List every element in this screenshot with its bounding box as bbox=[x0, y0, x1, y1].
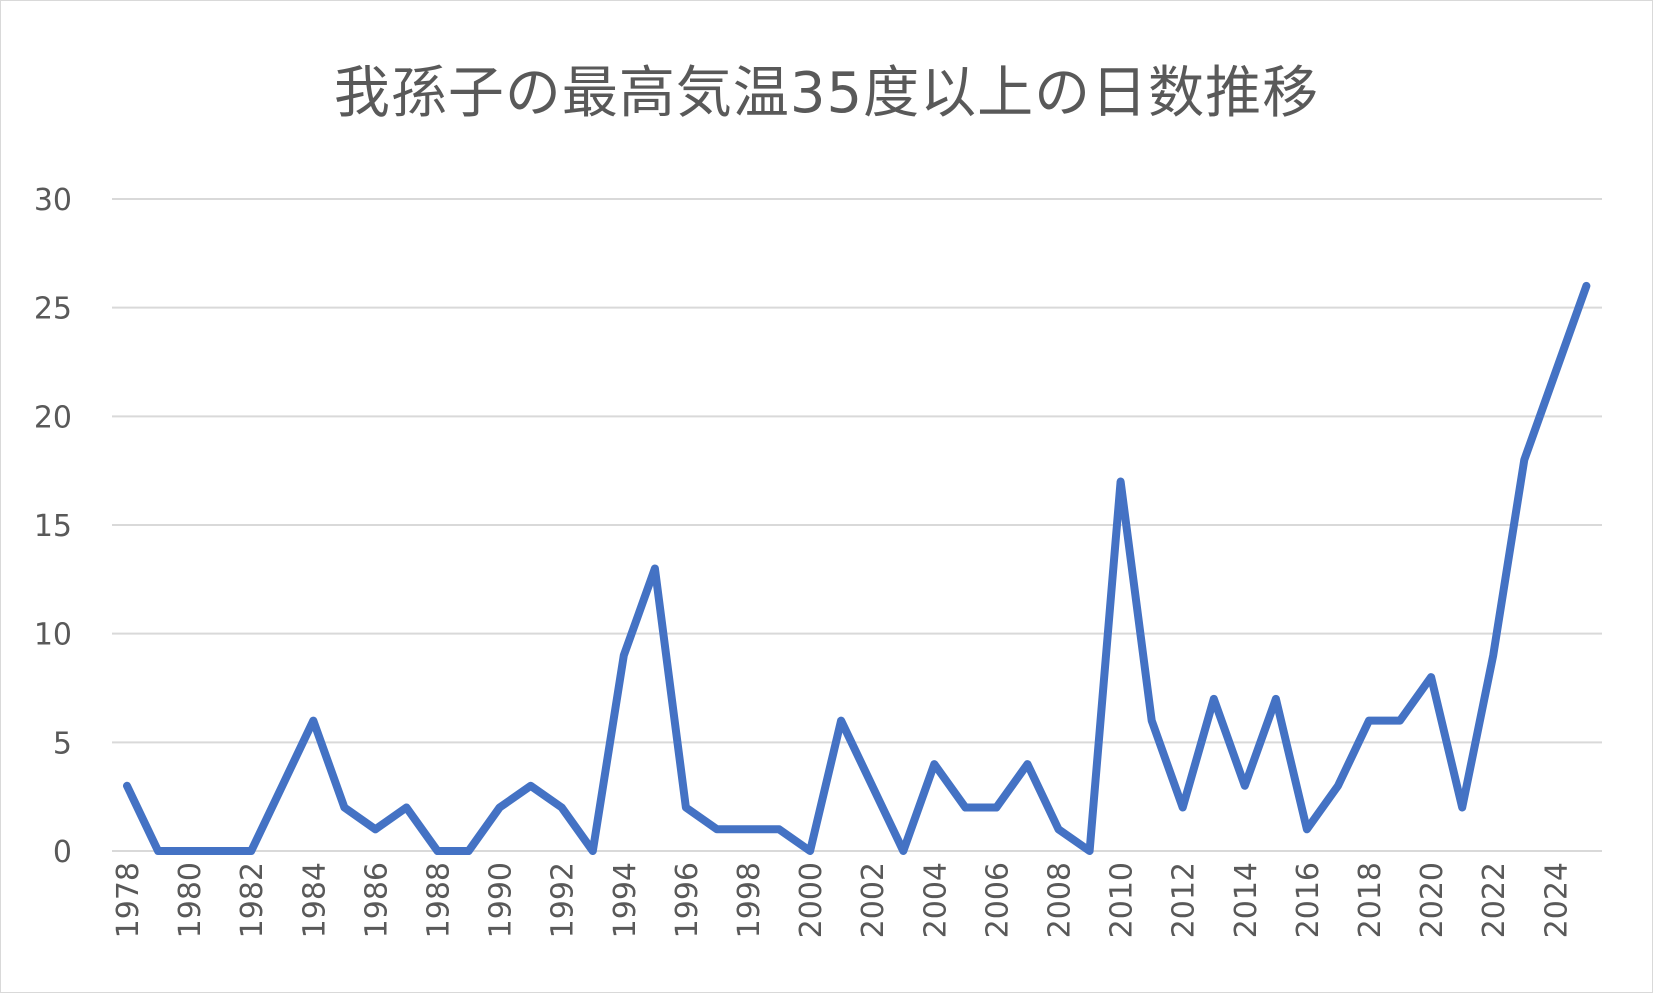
x-tick-label: 2012 bbox=[1167, 862, 1202, 938]
y-tick-label: 20 bbox=[34, 400, 72, 435]
y-tick-label: 5 bbox=[53, 726, 72, 761]
x-tick-label: 1990 bbox=[484, 862, 519, 938]
x-axis-ticks: 1978 1980 1982 1984 1986 1988 1990 1992 1994 1996… bbox=[111, 862, 1574, 938]
y-tick-label: 0 bbox=[53, 835, 72, 870]
x-tick-label: 2004 bbox=[918, 862, 953, 938]
x-tick-label: 1988 bbox=[422, 862, 457, 938]
x-tick-label: 2010 bbox=[1105, 862, 1140, 938]
x-tick-label: 2002 bbox=[856, 862, 891, 938]
x-tick-label: 2022 bbox=[1477, 862, 1512, 938]
x-tick-label: 1998 bbox=[732, 862, 767, 938]
x-tick-label: 1978 bbox=[111, 862, 146, 938]
series-layer bbox=[123, 281, 1591, 855]
y-tick-label: 25 bbox=[34, 292, 72, 327]
x-tick-label: 2000 bbox=[794, 862, 829, 938]
x-tick-label: 1986 bbox=[359, 862, 394, 938]
y-tick-label: 15 bbox=[34, 509, 72, 544]
y-tick-label: 10 bbox=[34, 618, 72, 653]
x-tick-label: 2024 bbox=[1539, 862, 1574, 938]
y-axis-ticks: 0 5 10 15 20 25 30 bbox=[34, 183, 72, 870]
x-tick-label: 1996 bbox=[670, 862, 705, 938]
x-tick-label: 2006 bbox=[980, 862, 1015, 938]
x-tick-label: 1980 bbox=[173, 862, 208, 938]
gridlines bbox=[112, 198, 1602, 852]
x-tick-label: 2018 bbox=[1353, 862, 1388, 938]
series-line-0 bbox=[123, 281, 1591, 855]
x-tick-label: 2014 bbox=[1229, 862, 1264, 938]
x-tick-label: 2016 bbox=[1291, 862, 1326, 938]
x-tick-label: 1984 bbox=[297, 862, 332, 938]
x-tick-label: 2008 bbox=[1043, 862, 1078, 938]
chart-title: 我孫子の最高気温35度以上の日数推移 bbox=[333, 61, 1320, 126]
x-tick-label: 1982 bbox=[235, 862, 270, 938]
x-tick-label: 1994 bbox=[608, 862, 643, 938]
y-tick-label: 30 bbox=[34, 183, 72, 218]
x-tick-label: 2020 bbox=[1415, 862, 1450, 938]
x-tick-label: 1992 bbox=[546, 862, 581, 938]
